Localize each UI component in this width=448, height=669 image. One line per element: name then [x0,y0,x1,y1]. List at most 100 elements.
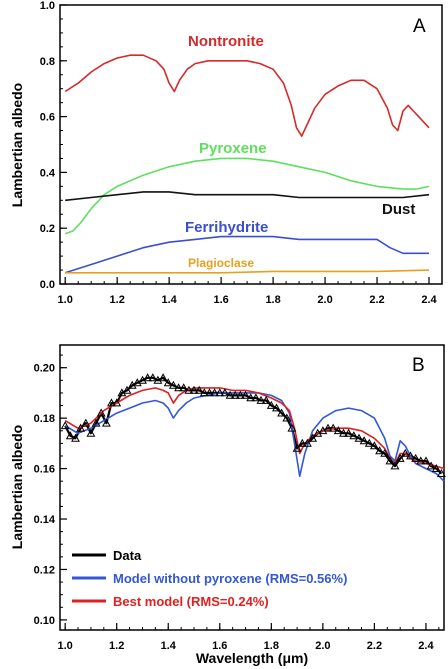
panel-b-data-point [107,398,116,407]
panel-b-line-data [64,376,443,475]
panel-b-chart: 1.0 1.2 1.4 1.6 1.8 2.0 2.2 2.4 0.10 0.12 0.14 0.16… [9,344,446,666]
panel-b-data-point [235,390,245,399]
panel-b-data-point [241,390,251,399]
panel-b-x-tick-label: 2.2 [367,640,382,652]
panel-b-data-point [266,400,276,409]
panel-b-y-tick-label: 0.18 [34,413,55,425]
panel-b-data-point [395,453,405,462]
panel-b-data-point [261,395,271,404]
panel-b-data-point [251,393,261,402]
panel-b-panel-label: B [412,355,425,376]
panel-b-data-point [174,383,184,392]
series-label-pyroxene: Pyroxene [199,140,267,157]
panel-b-data-point [400,448,410,457]
panel-b-x-tick-label: 1.8 [264,640,279,652]
panel-b-y-tick-label: 0.14 [34,514,56,526]
panel-a-x-tick-label: 1.8 [265,294,280,306]
panel-b-data-point [189,385,199,394]
panel-a-ylabel: Lambertian albedo [9,83,25,207]
panel-b-data-point [81,418,91,427]
panel-b-data-point [308,433,318,442]
panel-a-line-pyroxene [64,157,430,235]
series-label-nontronite: Nontronite [188,33,264,50]
panel-b-data-point [436,468,446,477]
panel-b-ylabel: Lambertian albedo [9,425,25,549]
panel-b-data-point [385,456,395,465]
panel-b-data-point [302,438,312,447]
panel-a-series [64,54,430,274]
panel-b-x-tick-label: 1.2 [109,640,124,652]
panel-b-data-point [76,423,86,432]
panel-a-y-tick-label: 0.0 [40,279,55,291]
panel-b-x-tick-label: 1.0 [58,640,73,652]
panel-b-data-point [375,446,385,455]
panel-a-line-nontronite [64,54,430,137]
panel-b-data-point [91,418,101,427]
panel-b-data-point [112,398,122,407]
panel-a-line-plagioclase [65,269,430,274]
panel-b-data-point [101,418,111,427]
panel-b-ticks: 1.0 1.2 1.4 1.6 1.8 2.0 2.2 2.4 0.10 0.12 0.14 0.16… [34,354,440,652]
panel-b-data-point [406,451,415,460]
panel-b-data-point [359,436,369,445]
panel-b-x-tick-label: 2.0 [315,640,330,652]
panel-a-y-tick-label: 0.4 [40,167,56,179]
panel-b-data-point [148,373,158,382]
panel-b-data-point [426,461,436,470]
panel-b-data-point [369,441,379,450]
panel-a-x-tick-label: 1.0 [58,294,73,306]
panel-a-x-tick-label: 1.4 [161,294,177,306]
panel-b-data-point [333,426,343,435]
panel-b-data-point [122,385,132,394]
panel-b-series [64,376,445,482]
panel-b-data-point [158,373,168,382]
panel-b-data-point [220,388,230,397]
panel-b-data-point [344,428,354,437]
panel-b-y-tick-label: 0.12 [34,564,55,576]
panel-b-data-point [246,393,256,402]
panel-b-data-point [210,388,220,397]
panel-b-data-point [65,431,75,440]
panel-b-data-point [297,438,307,447]
panel-b-data-point [277,408,287,417]
panel-b-data-point [179,383,189,392]
panel-b-data-point [163,378,173,387]
panel-b-data-point [287,423,297,432]
panel-b-data-point [354,433,364,442]
panel-b-data-point [421,456,431,465]
panel-b-data-point [256,395,266,404]
panel-b-x-tick-label: 1.6 [212,640,227,652]
legend-label-model-without-pyroxene: Model without pyroxene (RMS=0.56%) [113,571,347,586]
panel-b-data-point [199,388,209,397]
panel-a-line-dust [65,191,430,202]
legend-label-data: Data [113,548,142,563]
panel-b-data-point [184,385,194,394]
panel-b-data-point [96,408,106,417]
panel-b-data-point [205,388,214,397]
panel-a-ticks: 1.0 1.2 1.4 1.6 1.8 2.0 2.2 2.4 0.0 0.2 0.4 0.6 0.8 1… [40,0,443,306]
panel-b-data-point [71,433,80,442]
series-label-ferrihydrite: Ferrihydrite [185,219,268,236]
panel-b-data-point [282,413,292,422]
panel-b-data-point [328,423,338,432]
panel-b-data-point [60,421,70,430]
panel-b-legend: Data Model without pyroxene (RMS=0.56%) … [72,548,347,609]
panel-b-line-model-without-pyroxene-rms-0-56 [64,392,445,482]
panel-b-data-point [86,428,96,437]
panel-b-data-point [364,438,374,447]
panel-b-data-point [143,373,153,382]
panel-b-x-tick-label: 2.4 [418,640,434,652]
panel-b-data-markers [60,373,446,477]
panel-b-data-point [292,443,302,452]
series-label-dust: Dust [382,201,415,218]
panel-b-data-point [390,461,400,470]
panel-a-x-tick-label: 1.2 [110,294,125,306]
panel-a-y-tick-label: 0.8 [40,56,55,68]
panel-b-data-point [380,448,390,457]
legend-label-best-model: Best model (RMS=0.24%) [113,594,269,609]
panel-b-data-point [230,390,240,399]
panel-a-x-tick-label: 1.6 [213,294,228,306]
series-label-plagioclase: Plagioclase [188,256,254,270]
panel-b-xlabel: Wavelength (μm) [196,650,308,666]
